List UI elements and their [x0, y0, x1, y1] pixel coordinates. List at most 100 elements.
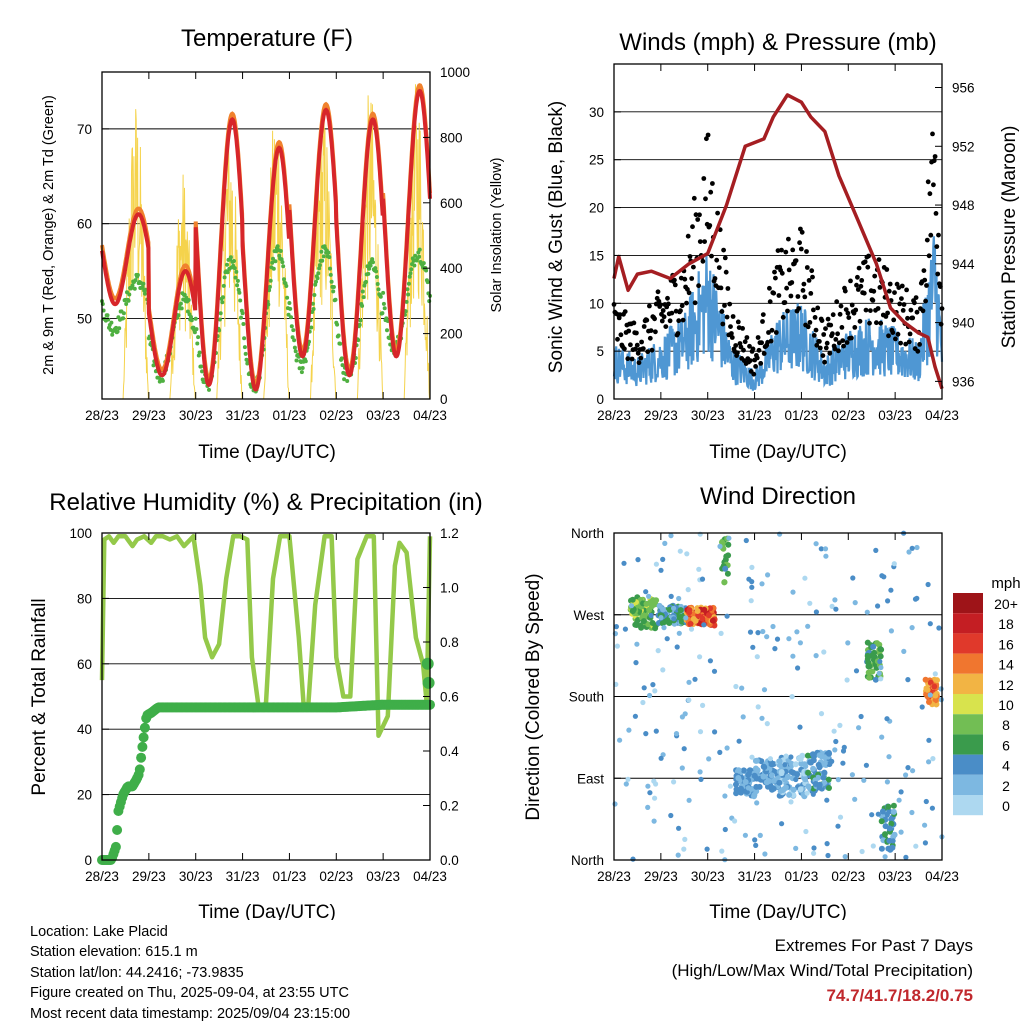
direction-point	[685, 587, 691, 593]
direction-point	[903, 772, 909, 778]
direction-point	[832, 747, 838, 753]
dewpoint-point	[235, 283, 240, 288]
direction-point	[887, 846, 894, 853]
direction-point	[849, 772, 856, 778]
gust-point	[645, 349, 651, 355]
winds-xtick-label: 31/23	[738, 408, 772, 423]
gust-point	[786, 267, 792, 273]
direction-point	[919, 704, 925, 710]
direction-point	[686, 697, 692, 703]
direction-point	[852, 796, 858, 802]
direction-point	[681, 846, 687, 852]
speed-legend-swatch	[953, 714, 983, 735]
direction-point	[782, 777, 788, 783]
gust-point	[898, 340, 903, 346]
gust-point	[835, 331, 840, 337]
dewpoint-point	[366, 271, 371, 276]
dewpoint-point	[281, 264, 286, 269]
dewpoint-point	[194, 327, 199, 332]
gust-point	[852, 325, 858, 330]
direction-point	[905, 765, 911, 771]
direction-point	[742, 779, 749, 785]
direction-point	[816, 784, 823, 791]
humidity-ylabel: Percent & Total Rainfall	[29, 598, 50, 795]
gust-point	[907, 331, 913, 337]
direction-point	[811, 850, 817, 856]
direction-point	[682, 836, 688, 843]
gust-point	[776, 293, 782, 298]
winds-title: Winds (mph) & Pressure (mb)	[619, 29, 936, 56]
dewpoint-point	[370, 257, 375, 262]
direction-point	[818, 546, 824, 552]
direction-point	[719, 848, 725, 854]
gust-point	[722, 255, 728, 261]
direction-point	[923, 685, 930, 692]
dewpoint-point	[235, 278, 240, 283]
direction-point	[660, 606, 666, 613]
dewpoint-point	[218, 311, 223, 316]
gust-point	[661, 314, 667, 320]
direction-point	[777, 762, 783, 769]
gust-point	[758, 361, 764, 366]
direction-point	[877, 653, 884, 660]
gust-point	[783, 249, 789, 255]
direction-point	[675, 852, 681, 858]
gust-point	[714, 257, 720, 263]
dewpoint-point	[196, 353, 201, 358]
gust-point	[871, 288, 877, 294]
gust-point	[773, 275, 778, 281]
direction-point	[810, 765, 817, 772]
direction-point	[760, 763, 767, 770]
speed-legend: mph 20+ 18 16 14 12 10 8 6 4 2 0	[953, 575, 1021, 816]
dewpoint-point	[225, 270, 230, 275]
gust-point	[617, 312, 623, 318]
direction-point	[922, 676, 929, 683]
direction-point	[661, 625, 667, 631]
dewpoint-point	[288, 306, 293, 311]
direction-point	[660, 556, 666, 563]
gust-point	[669, 310, 675, 316]
direction-point	[909, 545, 915, 551]
direction-point	[724, 745, 730, 751]
gust-point	[817, 339, 822, 344]
gust-point	[931, 182, 936, 188]
gust-point	[691, 195, 697, 201]
speed-legend-label: 12	[998, 677, 1014, 693]
direction-point	[733, 790, 740, 797]
gust-point	[622, 346, 627, 352]
direction-point	[643, 731, 649, 737]
winds-y2tick-label: 952	[952, 139, 975, 154]
gust-point	[773, 330, 779, 335]
direction-point	[612, 801, 618, 807]
direction-point	[865, 663, 872, 670]
dewpoint-point	[315, 276, 320, 281]
gust-point	[878, 320, 884, 326]
dewpoint-point	[409, 267, 414, 272]
dewpoint-point	[381, 301, 386, 306]
direction-point	[749, 584, 755, 590]
direction-point	[903, 854, 909, 861]
direction-point	[768, 761, 775, 768]
gust-point	[823, 345, 829, 351]
speed-legend-swatch	[953, 633, 983, 654]
direction-point	[776, 758, 783, 765]
direction-point	[776, 779, 783, 786]
direction-point	[671, 616, 677, 622]
direction-point	[664, 636, 670, 642]
direction-point	[779, 821, 785, 827]
direction-point	[909, 809, 915, 816]
gust-point	[678, 308, 683, 314]
gust-point	[849, 335, 854, 341]
direction-point	[777, 531, 783, 537]
direction-point	[666, 620, 673, 626]
gust-point	[804, 265, 810, 270]
direction-point	[759, 581, 765, 587]
direction-point	[645, 804, 651, 811]
speed-legend-label: 20+	[994, 596, 1018, 612]
direction-point	[805, 623, 811, 629]
gust-point	[767, 285, 772, 291]
gust-point	[892, 290, 897, 295]
gust-point	[874, 320, 879, 326]
temperature-ylabel: 2m & 9m T (Red, Orange) & 2m Td (Green)	[41, 95, 57, 375]
temperature-y2tick-label: 600	[440, 196, 463, 211]
